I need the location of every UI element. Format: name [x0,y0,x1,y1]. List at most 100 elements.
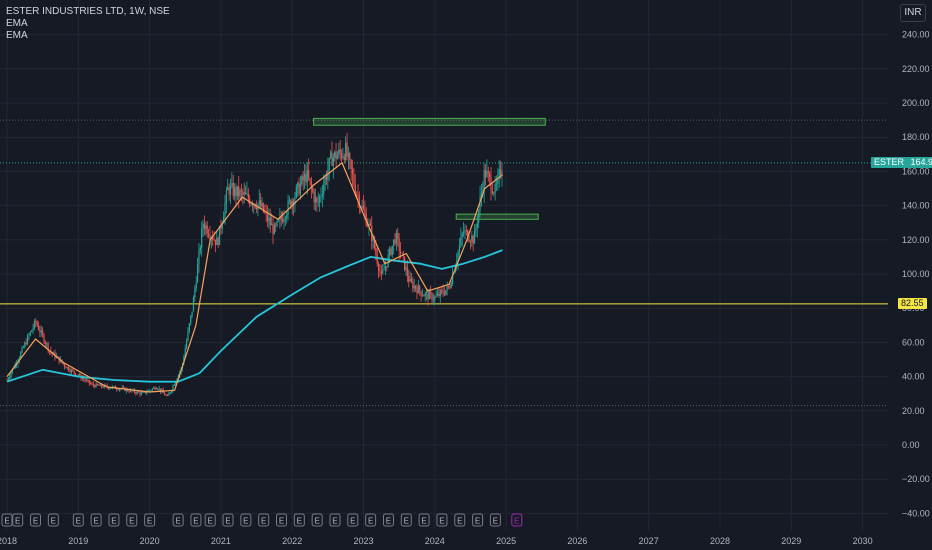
event-marker-box[interactable] [400,513,412,527]
candle-body [316,197,318,203]
candle-body [425,292,428,294]
event-marker-box[interactable] [276,513,288,527]
event-marker[interactable]: E [276,513,288,527]
event-marker[interactable]: E [47,513,59,527]
event-marker[interactable]: E [311,513,323,527]
event-marker-box[interactable] [108,513,120,527]
event-marker-box[interactable] [190,513,202,527]
zone-rect[interactable] [313,117,546,126]
event-marker-box[interactable] [365,513,377,527]
candle-body [96,383,99,386]
event-marker-box[interactable] [172,513,184,527]
event-marker[interactable]: E [511,513,523,527]
event-marker-label: E [332,517,337,526]
event-marker-box[interactable] [436,513,448,527]
event-marker-box[interactable] [258,513,270,527]
event-marker[interactable]: E [347,513,359,527]
candle-body [292,200,295,205]
event-marker-box[interactable] [144,513,156,527]
rectangle-zones[interactable] [313,117,546,220]
event-marker-box[interactable] [418,513,430,527]
event-marker-box[interactable] [489,513,501,527]
candle-body [190,315,192,324]
event-marker[interactable]: E [258,513,270,527]
event-marker-box[interactable] [47,513,59,527]
event-marker[interactable]: E [90,513,102,527]
event-marker-box[interactable] [90,513,102,527]
event-marker-label: E [193,517,198,526]
event-marker[interactable]: E [489,513,501,527]
candle-body [46,343,48,345]
symbol-title[interactable]: ESTER INDUSTRIES LTD, 1W, NSE [6,6,170,17]
price-axis[interactable]: −40.00−20.000.0020.0040.0060.0080.00100.… [902,30,930,519]
candle-body [176,379,178,382]
candle-body [121,387,123,389]
x-tick-label: 2022 [282,536,302,546]
event-marker[interactable]: E [472,513,484,527]
event-marker-box[interactable] [472,513,484,527]
event-marker[interactable]: E [240,513,252,527]
event-marker-box[interactable] [293,513,305,527]
candle-body [253,204,255,206]
candle-body [186,340,188,349]
candle-body [287,200,289,215]
zone-rect[interactable] [455,213,539,220]
ema-legend-2[interactable]: EMA [6,30,28,41]
event-marker[interactable]: E [144,513,156,527]
event-marker-box[interactable] [204,513,216,527]
event-marker-label: E [368,517,373,526]
event-marker-box[interactable] [311,513,323,527]
candle-body [452,273,454,284]
event-marker[interactable]: E [30,513,42,527]
candle-body [291,200,293,208]
event-marker-label: E [386,517,391,526]
event-marker[interactable]: E [329,513,341,527]
event-marker[interactable]: E [72,513,84,527]
event-marker-box[interactable] [126,513,138,527]
currency-button[interactable]: INR [900,4,926,22]
event-marker[interactable]: E [454,513,466,527]
event-marker[interactable]: E [382,513,394,527]
candle-body [473,230,476,244]
event-marker-box[interactable] [454,513,466,527]
event-marker[interactable]: E [365,513,377,527]
candle-body [494,184,496,194]
event-marker-box[interactable] [329,513,341,527]
candle-body [450,283,452,288]
event-marker[interactable]: E [418,513,430,527]
candle-body [218,225,221,245]
ema-legend-1[interactable]: EMA [6,18,28,29]
candle-body [194,288,196,298]
candle-body [90,383,92,384]
time-axis[interactable]: 2018 2019 2020 2021 2022 2023 2024 2025 2026 2027… [0,536,873,546]
event-marker-box[interactable] [222,513,234,527]
event-marker[interactable]: E [126,513,138,527]
event-marker-box[interactable] [1,513,13,527]
event-marker[interactable]: E [222,513,234,527]
event-marker[interactable]: E [436,513,448,527]
event-marker-box[interactable] [72,513,84,527]
event-marker-box[interactable] [382,513,394,527]
event-marker-box[interactable] [511,513,523,527]
candle-body [201,228,203,248]
event-marker[interactable]: E [108,513,120,527]
candle-body [501,171,503,176]
event-marker-box[interactable] [347,513,359,527]
y-tick-label: −20.00 [902,474,930,484]
candle-body [446,285,448,291]
event-marker-box[interactable] [240,513,252,527]
event-marker[interactable]: E [190,513,202,527]
event-marker-box[interactable] [30,513,42,527]
candle-body [7,378,9,381]
event-marker[interactable]: E [204,513,216,527]
event-marker[interactable]: E [1,513,13,527]
event-marker[interactable]: E [400,513,412,527]
event-marker-box[interactable] [12,513,24,527]
event-marker[interactable]: E [12,513,24,527]
candle-body [362,205,365,210]
event-marker[interactable]: E [293,513,305,527]
event-marker[interactable]: E [172,513,184,527]
candle-body [39,329,41,333]
